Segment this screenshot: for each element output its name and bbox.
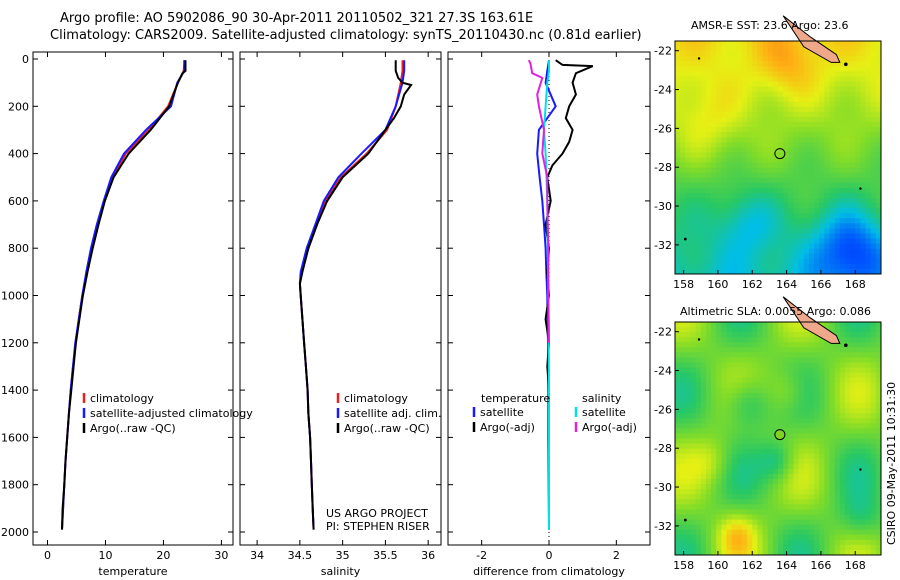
sla-map-title: Altimetric SLA: 0.0055 Argo: 0.086	[680, 305, 872, 318]
map-x-tick-label: 158	[673, 559, 694, 572]
legend-diff-sal-argo-label: Argo(-adj)	[582, 421, 637, 434]
x-tick-label-temperature_profile: 20	[156, 549, 170, 562]
project-note-line-1: US ARGO PROJECT	[326, 507, 428, 520]
map-x-tick-label: 160	[707, 559, 728, 572]
island-dot	[859, 468, 862, 471]
map-x-tick-label: 168	[845, 278, 866, 291]
land-new-caledonia	[782, 15, 841, 63]
legend-salinity-1-label: satellite adj. clim.	[344, 407, 441, 420]
x-axis-label-temperature_profile: temperature	[98, 565, 167, 578]
y-tick-label: 1600	[1, 431, 29, 444]
map-raster-altimetric_sla_map	[675, 322, 882, 556]
x-axis-label-salinity_profile: salinity	[321, 565, 361, 578]
legend-salinity-0-label: climatology	[344, 392, 408, 405]
legend-temperature-1-label: satellite-adjusted climatology	[90, 407, 253, 420]
map-y-tick-label: -22	[654, 45, 672, 58]
legend-diff-temp-satellite-label: satellite	[480, 406, 524, 419]
x-tick-label-temperature_profile: 10	[98, 549, 112, 562]
map-x-tick-label: 162	[742, 278, 763, 291]
map-x-tick-label: 158	[673, 278, 694, 291]
figure-title-line-1: Argo profile: AO 5902086_90 30-Apr-2011 …	[60, 11, 534, 26]
map-y-tick-label: -32	[654, 520, 672, 533]
island-dot	[683, 518, 687, 522]
map-y-tick-label: -30	[654, 481, 672, 494]
x-tick-label-temperature_profile: 30	[214, 549, 228, 562]
island-dot	[697, 338, 701, 341]
map-x-tick-label: 164	[776, 278, 797, 291]
map-y-tick-label: -32	[654, 239, 672, 252]
x-tick-label-temperature_profile: 0	[44, 549, 51, 562]
map-x-tick-label: 168	[845, 559, 866, 572]
y-tick-label: 1000	[1, 290, 29, 303]
map-y-tick-label: -24	[654, 365, 672, 378]
map-y-tick-label: -22	[654, 326, 672, 339]
map-y-tick-label: -28	[654, 442, 672, 455]
project-note-line-2: PI: STEPHEN RISER	[326, 520, 430, 533]
y-tick-label: 200	[8, 100, 29, 113]
y-tick-label: 400	[8, 148, 29, 161]
map-y-tick-label: -26	[654, 122, 672, 135]
map-y-tick-label: -28	[654, 161, 672, 174]
project-note: US ARGO PROJECT PI: STEPHEN RISER	[326, 507, 430, 533]
argo-location-marker	[774, 429, 786, 441]
credit-timestamp: CSIRO 09-May-2011 10:31:30	[885, 381, 898, 545]
x-tick-label-salinity_profile: 34	[250, 549, 264, 562]
island-dot	[697, 57, 701, 60]
island-dot	[683, 237, 687, 241]
legend-temperature-0-label: climatology	[90, 392, 154, 405]
legend-diff-title-salinity: salinity	[582, 392, 622, 405]
map-x-tick-label: 162	[742, 559, 763, 572]
land-new-caledonia	[782, 296, 841, 344]
map-x-tick-label: 160	[707, 278, 728, 291]
panel-frame-salinity_profile	[239, 51, 442, 546]
map-frame-amsre_sst_map	[674, 40, 882, 275]
island-dot	[859, 187, 862, 190]
y-tick-label: 1200	[1, 337, 29, 350]
y-tick-label: 1800	[1, 479, 29, 492]
y-tick-label: 2000	[1, 526, 29, 539]
island-dot	[844, 343, 848, 348]
legend-salinity-2-label: Argo(..raw -QC)	[344, 422, 430, 435]
island-dot	[844, 62, 848, 67]
panel-frame-temperature_profile	[32, 51, 234, 546]
legend-temperature-2-label: Argo(..raw -QC)	[90, 422, 176, 435]
series-line-salinity_profile	[298, 60, 413, 530]
x-tick-label-difference_profile: -2	[476, 549, 487, 562]
map-y-tick-label: -30	[654, 200, 672, 213]
series-line-temperature_profile	[61, 60, 187, 530]
map-x-tick-label: 166	[810, 559, 831, 572]
y-tick-label: 0	[22, 53, 29, 66]
map-x-tick-label: 166	[810, 278, 831, 291]
y-tick-label: 800	[8, 242, 29, 255]
y-tick-label: 600	[8, 195, 29, 208]
x-tick-label-salinity_profile: 34.5	[288, 549, 313, 562]
y-tick-label: 1400	[1, 384, 29, 397]
x-tick-label-salinity_profile: 35.5	[373, 549, 398, 562]
legend-diff-title-temperature: temperature	[481, 392, 550, 405]
figure-title-line-2: Climatology: CARS2009. Satellite-adjuste…	[50, 28, 642, 43]
map-raster-amsre_sst_map	[675, 41, 882, 275]
map-y-tick-label: -26	[654, 403, 672, 416]
legend-diff-sal-satellite-label: satellite	[582, 406, 626, 419]
x-tick-label-difference_profile: 2	[613, 549, 620, 562]
x-tick-label-difference_profile: 0	[546, 549, 553, 562]
sst-map-title: AMSR-E SST: 23.6 Argo: 23.6	[691, 19, 849, 32]
x-tick-label-salinity_profile: 36	[421, 549, 435, 562]
x-tick-label-salinity_profile: 35	[336, 549, 350, 562]
map-x-tick-label: 164	[776, 559, 797, 572]
map-y-tick-label: -24	[654, 84, 672, 97]
series-line-difference_profile	[527, 59, 550, 343]
map-frame-altimetric_sla_map	[674, 321, 882, 556]
legend-diff-temp-argo-label: Argo(-adj)	[480, 421, 535, 434]
x-axis-label-difference_profile: difference from climatology	[473, 565, 625, 578]
argo-location-marker	[774, 148, 786, 160]
